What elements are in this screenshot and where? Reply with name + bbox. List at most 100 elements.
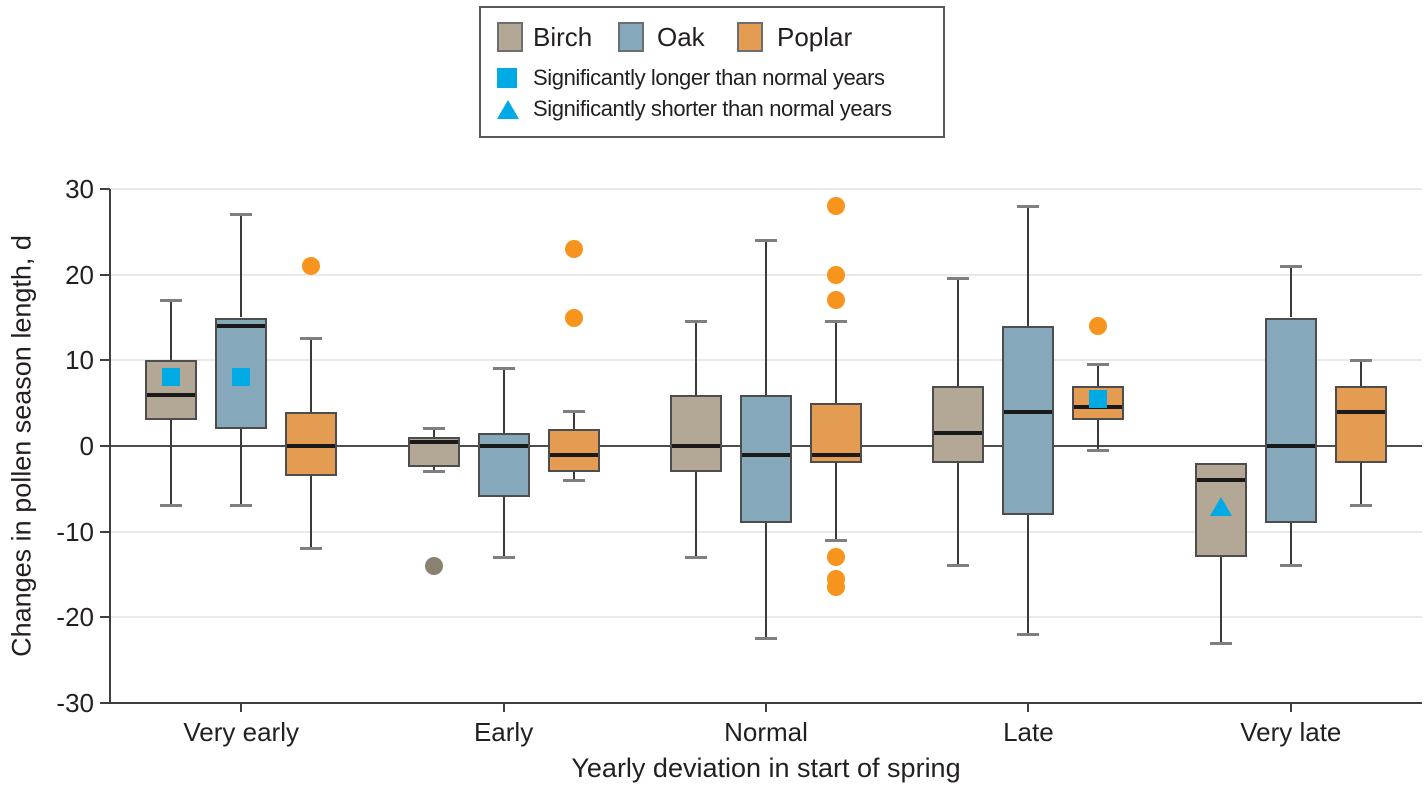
y-axis-tick: [100, 445, 110, 447]
birch-box: [670, 394, 722, 472]
oak-upper-whisker-cap: [230, 213, 253, 217]
birch-box: [145, 360, 198, 421]
x-axis-tick: [502, 703, 505, 712]
poplar-outlier-dot: [827, 578, 845, 597]
legend-label-oak: Oak: [657, 22, 705, 52]
y-axis-tick: [100, 530, 110, 533]
oak-lower-whisker: [1027, 514, 1030, 635]
poplar-lower-whisker: [1359, 463, 1362, 506]
poplar-lower-whisker-cap: [1349, 504, 1372, 508]
y-tick-label: -30: [56, 688, 94, 718]
birch-upper-whisker: [957, 278, 960, 387]
birch-outlier-dot: [424, 556, 443, 575]
poplar-outlier-dot: [827, 291, 845, 310]
birch-lower-whisker: [432, 467, 435, 472]
birch-median-line: [147, 392, 196, 397]
poplar-outlier-dot: [302, 257, 321, 276]
oak-upper-whisker-cap: [492, 367, 515, 371]
x-tick-label: Very early: [183, 717, 299, 747]
poplar-swatch-icon: [737, 22, 763, 52]
oak-lower-whisker-cap: [1017, 632, 1040, 636]
gridline: [110, 188, 1422, 190]
poplar-lower-whisker: [835, 463, 837, 541]
legend-label-significantly-longer: Significantly longer than normal years: [533, 65, 885, 90]
oak-lower-whisker: [1289, 523, 1292, 566]
oak-lower-whisker-cap: [492, 555, 515, 559]
oak-median-line: [1004, 409, 1053, 414]
birch-lower-whisker: [1219, 557, 1222, 644]
birch-lower-whisker-cap: [947, 564, 970, 568]
poplar-upper-whisker: [1097, 364, 1100, 387]
oak-upper-whisker: [240, 214, 243, 318]
birch-lower-whisker: [695, 471, 697, 558]
y-axis-tick: [100, 616, 110, 619]
y-axis-tick: [100, 188, 110, 190]
birch-upper-whisker: [170, 300, 173, 361]
poplar-upper-whisker-cap: [825, 320, 847, 324]
birch-upper-whisker-cap: [947, 277, 970, 281]
y-tick-label: -10: [56, 516, 94, 547]
x-axis-tick: [765, 703, 767, 712]
oak-upper-whisker-cap: [755, 238, 777, 242]
poplar-lower-whisker-cap: [562, 478, 585, 482]
poplar-outlier-dot: [827, 548, 845, 567]
y-tick-label: 10: [65, 345, 94, 376]
poplar-upper-whisker: [1359, 360, 1362, 387]
significantly-shorter-triangle-icon: [497, 100, 519, 119]
y-tick-label: 20: [65, 259, 94, 290]
birch-median-line: [672, 444, 720, 448]
oak-lower-whisker: [502, 497, 505, 558]
birch-lower-whisker-cap: [160, 504, 183, 508]
poplar-lower-whisker: [1097, 420, 1100, 451]
y-axis-tick: [100, 702, 110, 704]
birch-swatch-icon: [497, 22, 523, 52]
birch-box: [932, 386, 985, 464]
poplar-outlier-dot: [564, 239, 583, 258]
poplar-lower-whisker-cap: [825, 538, 847, 542]
poplar-median-line: [287, 444, 336, 448]
poplar-median-line: [812, 452, 860, 457]
poplar-lower-whisker: [572, 471, 575, 481]
poplar-lower-whisker: [310, 475, 313, 549]
poplar-outlier-dot: [827, 265, 845, 284]
birch-lower-whisker-cap: [1209, 641, 1232, 645]
birch-lower-whisker-cap: [685, 555, 707, 559]
oak-box: [740, 394, 792, 524]
poplar-outlier-dot: [564, 308, 583, 327]
oak-upper-whisker: [765, 240, 767, 395]
significance-triangle-marker: [1209, 496, 1232, 516]
poplar-median-line: [1336, 409, 1385, 414]
oak-upper-whisker-cap: [1017, 204, 1040, 208]
birch-median-line: [934, 431, 983, 436]
poplar-box: [1334, 386, 1387, 464]
oak-upper-whisker: [1027, 206, 1030, 327]
birch-upper-whisker: [432, 428, 435, 438]
poplar-lower-whisker-cap: [1087, 448, 1110, 452]
birch-lower-whisker-cap: [422, 470, 445, 474]
poplar-outlier-dot: [1089, 317, 1108, 336]
x-tick-label: Normal: [724, 717, 808, 747]
poplar-upper-whisker: [572, 411, 575, 429]
oak-lower-whisker: [240, 428, 243, 506]
oak-box: [1002, 326, 1055, 515]
birch-lower-whisker: [957, 463, 960, 566]
x-tick-label: Very late: [1240, 717, 1342, 747]
y-axis-tick: [100, 359, 110, 362]
x-axis-title: Yearly deviation in start of spring: [571, 753, 961, 783]
birch-lower-whisker: [170, 420, 173, 506]
poplar-upper-whisker-cap: [562, 410, 585, 414]
poplar-box: [285, 411, 338, 476]
poplar-box: [547, 428, 600, 472]
x-tick-label: Late: [1003, 717, 1054, 747]
oak-median-line: [742, 452, 790, 457]
y-tick-label: 30: [65, 174, 94, 204]
oak-upper-whisker: [502, 368, 505, 434]
legend-label-birch: Birch: [533, 22, 593, 52]
x-axis-tick: [240, 703, 243, 712]
oak-swatch-icon: [618, 22, 644, 52]
birch-upper-whisker: [695, 321, 697, 395]
poplar-outlier-dot: [827, 197, 845, 216]
birch-median-line: [1196, 478, 1245, 483]
oak-upper-whisker-cap: [1279, 264, 1302, 268]
